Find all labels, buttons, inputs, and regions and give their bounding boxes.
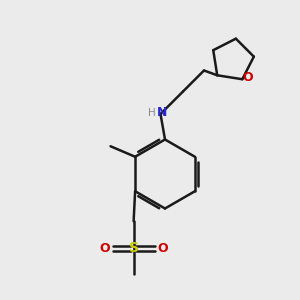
Text: H: H [148,107,156,118]
Text: S: S [129,241,139,255]
Text: O: O [242,71,253,84]
Text: O: O [157,242,168,255]
Text: O: O [100,242,110,255]
Text: N: N [157,106,167,119]
